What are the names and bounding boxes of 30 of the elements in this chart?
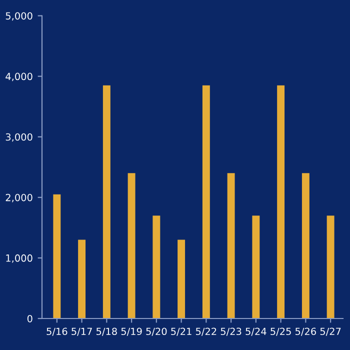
- bar: [128, 173, 136, 318]
- y-tick-label: 2,000: [6, 194, 32, 202]
- bar: [102, 85, 110, 318]
- bar: [53, 194, 61, 318]
- y-tick-label: 0: [27, 314, 32, 322]
- x-tick-label: 5/24: [246, 328, 266, 336]
- bar: [78, 240, 86, 318]
- bar: [277, 85, 285, 318]
- x-tick-label: 5/17: [72, 328, 92, 336]
- x-tick-label: 5/25: [270, 328, 291, 336]
- bar: [302, 173, 310, 318]
- x-tick-label: 5/20: [146, 328, 167, 336]
- x-tick-label: 5/18: [96, 328, 117, 336]
- bar: [227, 173, 235, 318]
- x-tick-label: 5/16: [46, 328, 68, 336]
- x-tick-label: 5/27: [320, 328, 341, 336]
- y-tick-label: 3,000: [6, 133, 32, 142]
- bar: [178, 240, 186, 318]
- bar: [326, 216, 334, 318]
- y-tick-label: 1,000: [6, 254, 32, 263]
- bar: [252, 216, 260, 318]
- bar: [152, 216, 160, 318]
- x-tick-label: 5/26: [296, 328, 316, 336]
- y-tick-label: 4,000: [6, 72, 32, 82]
- x-tick-label: 5/21: [171, 328, 192, 336]
- x-tick-label: 5/22: [196, 328, 216, 336]
- y-tick-label: 5,000: [6, 12, 32, 21]
- bar: [202, 85, 210, 318]
- x-tick-label: 5/19: [121, 328, 142, 336]
- x-tick-label: 5/23: [220, 328, 242, 336]
